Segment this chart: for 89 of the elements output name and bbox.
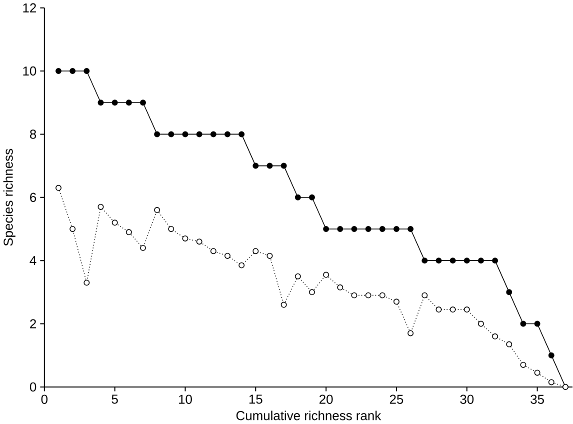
- point: [478, 320, 484, 327]
- point: [351, 292, 358, 299]
- point: [56, 68, 62, 74]
- point: [308, 289, 315, 296]
- point: [379, 226, 386, 232]
- point: [308, 194, 315, 201]
- point: [98, 204, 104, 210]
- x-tick-label: 10: [179, 394, 192, 404]
- point: [252, 163, 259, 170]
- point: [126, 229, 132, 236]
- point: [224, 131, 230, 138]
- point: [492, 334, 498, 340]
- point: [154, 131, 160, 138]
- point: [422, 258, 428, 264]
- point: [266, 163, 273, 170]
- point: [408, 226, 414, 232]
- x-tick-label: 30: [460, 394, 474, 404]
- point: [168, 226, 174, 232]
- point: [196, 131, 202, 138]
- point: [351, 226, 358, 232]
- point: [70, 68, 76, 74]
- point: [506, 342, 512, 348]
- point: [323, 226, 330, 232]
- point: [422, 292, 428, 299]
- point: [464, 306, 470, 313]
- x-tick-label: 0: [41, 394, 48, 404]
- point: [436, 306, 442, 313]
- point: [182, 236, 188, 242]
- point: [294, 194, 301, 201]
- point: [337, 284, 344, 291]
- point: [252, 248, 259, 254]
- point: [450, 258, 456, 264]
- point: [393, 298, 400, 305]
- point: [506, 289, 512, 296]
- x-tick-label: 20: [320, 394, 333, 404]
- x-tick-label: 35: [530, 394, 544, 404]
- point: [436, 258, 442, 264]
- point: [154, 207, 160, 214]
- y-tick-label: 10: [23, 66, 36, 76]
- y-tick-label: 4: [30, 256, 36, 266]
- point: [548, 352, 554, 359]
- x-tick-label: 25: [390, 394, 404, 404]
- point: [408, 330, 414, 336]
- point: [238, 262, 245, 269]
- point: [280, 163, 287, 170]
- y-tick-label: 8: [30, 130, 36, 140]
- point: [224, 253, 230, 260]
- point: [210, 131, 216, 138]
- point: [450, 306, 456, 313]
- point: [182, 131, 188, 138]
- point: [140, 245, 146, 252]
- point: [478, 258, 484, 264]
- point: [210, 248, 216, 254]
- point: [140, 100, 146, 106]
- y-axis-title: Species richness: [3, 149, 16, 246]
- point: [323, 272, 330, 278]
- point: [196, 238, 202, 245]
- point: [280, 302, 287, 308]
- point: [112, 100, 118, 106]
- point: [534, 320, 540, 327]
- x-tick-label: 5: [112, 394, 118, 404]
- y-tick-label: 6: [30, 193, 36, 202]
- point: [520, 320, 526, 327]
- point: [98, 100, 104, 106]
- point: [84, 68, 90, 74]
- point: [294, 274, 301, 280]
- point: [238, 131, 245, 138]
- point: [464, 258, 470, 264]
- point: [548, 379, 554, 386]
- y-tick-label: 2: [30, 319, 36, 328]
- point: [112, 220, 118, 226]
- y-tick-label: 12: [23, 4, 36, 13]
- point: [337, 226, 344, 232]
- point: [520, 362, 526, 368]
- point: [365, 226, 372, 232]
- point: [70, 226, 76, 232]
- x-tick-label: 15: [249, 394, 262, 404]
- point: [534, 370, 540, 376]
- point: [168, 131, 174, 138]
- x-axis-title: Cumulative richness rank: [236, 410, 382, 420]
- point: [126, 100, 132, 106]
- y-tick-label: 0: [30, 382, 36, 392]
- point: [84, 280, 90, 286]
- point: [56, 185, 62, 192]
- point: [266, 253, 273, 260]
- point: [492, 258, 498, 264]
- point: [365, 292, 372, 299]
- point: [379, 292, 386, 299]
- point: [393, 226, 400, 232]
